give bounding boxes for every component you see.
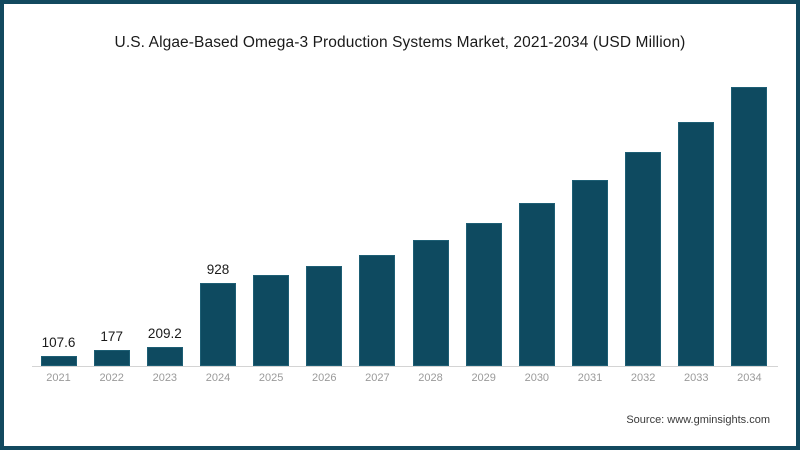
- bar[interactable]: [518, 203, 555, 366]
- x-axis-tick-label: 2023: [152, 372, 178, 384]
- bar-group: [563, 74, 616, 366]
- bar[interactable]: [625, 152, 662, 366]
- bar[interactable]: [731, 86, 768, 366]
- x-axis-tick-label: 2021: [46, 372, 71, 384]
- bar[interactable]: [199, 282, 236, 366]
- bar-group: [510, 74, 563, 366]
- bar-group: [298, 74, 351, 366]
- x-axis-tick-label: 2029: [471, 372, 496, 384]
- bar-group: [404, 74, 457, 366]
- page-title: U.S. Algae-Based Omega-3 Production Syst…: [114, 34, 686, 51]
- bar[interactable]: [359, 255, 396, 366]
- bar-value-label: 177: [100, 329, 123, 345]
- bar-group: 107.6: [32, 74, 85, 366]
- bar-group: [351, 74, 404, 366]
- bar-group: [457, 74, 510, 366]
- x-axis-tick-label: 2032: [630, 372, 656, 384]
- bar-group: 209.2: [138, 74, 191, 366]
- plot-area: 107.6 177 209.2 928: [32, 74, 776, 366]
- bar[interactable]: [253, 275, 290, 366]
- x-axis-line: [32, 366, 778, 367]
- bar[interactable]: [678, 121, 715, 366]
- x-axis-tick-label: 2030: [524, 372, 550, 384]
- x-axis-tick-label: 2028: [418, 372, 443, 384]
- bar[interactable]: [146, 347, 183, 366]
- bar[interactable]: [306, 266, 343, 366]
- x-axis-tick-label: 2024: [205, 372, 231, 384]
- x-axis-tick-label: 2027: [365, 372, 390, 384]
- bar[interactable]: [93, 350, 130, 366]
- bar-value-label: 209.2: [147, 326, 182, 342]
- bar[interactable]: [571, 180, 608, 366]
- bar-value-label: 928: [206, 261, 230, 277]
- bar[interactable]: [412, 240, 449, 366]
- bar-group: [617, 74, 670, 366]
- x-axis-tick-label: 2022: [99, 372, 124, 384]
- bar-group: 928: [191, 74, 244, 366]
- x-axis-tick-label: 2026: [312, 372, 337, 384]
- bar-group: 177: [85, 74, 138, 366]
- x-axis-tick-label: 2034: [737, 372, 762, 384]
- bar-group: [670, 74, 723, 366]
- bar-value-label: 107.6: [41, 335, 76, 351]
- bar[interactable]: [40, 356, 77, 366]
- bar-group: [723, 74, 776, 366]
- bar-group: [245, 74, 298, 366]
- x-axis-tick-label: 2033: [684, 372, 709, 384]
- bar[interactable]: [465, 223, 502, 366]
- source-attribution: Source: www.gminsights.com: [626, 414, 770, 426]
- x-axis-tick-label: 2025: [258, 372, 284, 384]
- x-axis-tick-label: 2031: [577, 372, 603, 384]
